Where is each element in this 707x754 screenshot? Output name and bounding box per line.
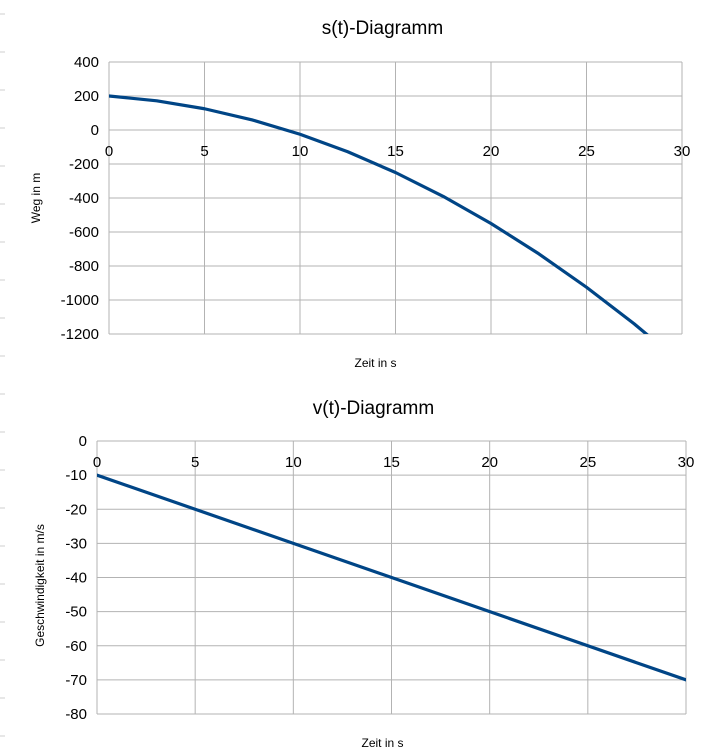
s-t-chart: 400 200 0 -200 -400 -600 -800 -1000 -1200 0 5 10 15 2…	[29, 18, 690, 370]
chart-title: s(t)-Diagramm	[322, 18, 443, 39]
series-line	[109, 94, 649, 334]
x-axis-label: Zeit in s	[354, 356, 396, 370]
v-t-chart: 0 -10 -20 -30 -40 -50 -60 -70 -80 0 5 10 15 20 25 30 v(t…	[33, 398, 694, 750]
y-tick-label: -800	[69, 258, 99, 275]
y-tick-label: -10	[65, 467, 87, 484]
x-axis-label: Zeit in s	[361, 736, 403, 750]
y-tick-label: -600	[69, 224, 99, 241]
y-tick-label: -60	[65, 638, 87, 655]
y-axis-label: Weg in m	[29, 173, 43, 223]
y-tick-label: -80	[65, 706, 87, 723]
x-tick-label: 30	[674, 143, 691, 160]
y-tick-label: -1200	[61, 326, 99, 343]
x-tick-label: 15	[387, 143, 404, 160]
x-tick-label: 20	[483, 143, 500, 160]
y-tick-label: 0	[79, 433, 87, 450]
x-tick-label: 0	[93, 454, 101, 471]
left-edge-marks	[0, 13, 5, 737]
y-tick-label: 400	[74, 54, 99, 71]
y-tick-label: -40	[65, 570, 87, 587]
chart-title: v(t)-Diagramm	[313, 398, 434, 419]
y-tick-label: 200	[74, 88, 99, 105]
y-tick-label: -30	[65, 535, 87, 552]
x-tick-label: 30	[678, 454, 695, 471]
x-tick-label: 10	[285, 454, 302, 471]
y-tick-label: -1000	[61, 292, 99, 309]
x-tick-label: 5	[200, 143, 208, 160]
y-tick-label: -400	[69, 190, 99, 207]
series-line	[97, 473, 686, 682]
x-tick-label: 15	[383, 454, 400, 471]
x-tick-label: 5	[191, 454, 199, 471]
x-tick-label: 0	[105, 143, 113, 160]
x-tick-label: 10	[292, 143, 309, 160]
x-tick-label: 25	[579, 454, 596, 471]
x-tick-label: 20	[481, 454, 498, 471]
y-axis-label: Geschwindigkeit in m/s	[33, 524, 47, 647]
y-tick-label: -20	[65, 501, 87, 518]
y-tick-label: -70	[65, 672, 87, 689]
y-tick-label: 0	[91, 122, 99, 139]
y-tick-label: -200	[69, 156, 99, 173]
x-tick-label: 25	[578, 143, 595, 160]
y-tick-label: -50	[65, 604, 87, 621]
